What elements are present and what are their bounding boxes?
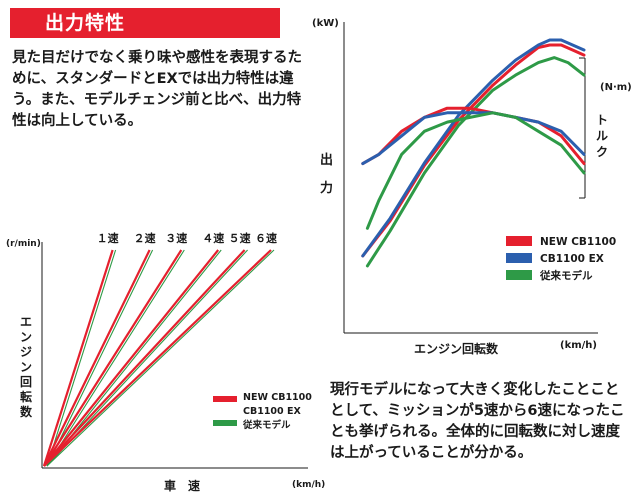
- x-unit: (km/h): [292, 480, 325, 490]
- header-bar: 出力特性: [10, 8, 280, 38]
- outro-text: 現行モデルになって大きく変化したことこととして、ミッションが5速から6速になった…: [330, 382, 625, 461]
- ylabel-right-char: ク: [596, 145, 608, 159]
- legend-swatch: [506, 270, 532, 280]
- ylabel-right-char: ト: [596, 113, 608, 127]
- legend-label: NEW CB1100: [540, 236, 616, 248]
- legend-swatch: [213, 396, 237, 402]
- ylabel-char: ジ: [20, 345, 32, 359]
- gear-label: ６速: [255, 231, 277, 245]
- legend-swatch: [506, 236, 532, 246]
- intro-text: 見た目だけでなく乗り味や感性を表現するために、スタンダードとEXでは出力特性は違…: [12, 50, 302, 129]
- y-unit-left: (kW): [312, 18, 339, 29]
- series-power-line: [365, 56, 586, 268]
- series-torque-line: [361, 111, 586, 166]
- gear-line-3-new: [43, 249, 183, 467]
- legend-label: CB1100 EX: [540, 253, 604, 265]
- ylabel-char: ン: [20, 330, 32, 344]
- ylabel-char: エ: [20, 315, 32, 329]
- ylabel-char: 回: [20, 375, 32, 389]
- legend-swatch: [506, 253, 532, 263]
- ylabel-left-2: 力: [320, 180, 333, 196]
- gear-line-4-new: [43, 249, 220, 467]
- gear-label: ５速: [229, 231, 251, 245]
- gear-line-2-old: [46, 249, 154, 467]
- y-unit-right: (N·m): [600, 82, 632, 93]
- ylabel-right-char: ル: [596, 129, 608, 143]
- gear-label: １速: [97, 231, 119, 245]
- series-torque-line: [365, 111, 586, 230]
- gear-line-1-old: [46, 249, 117, 467]
- ylabel-char: 転: [20, 389, 32, 404]
- x-unit: (km/h): [560, 340, 597, 351]
- ylabel-char: ン: [20, 360, 32, 374]
- ylabel-char: 数: [20, 404, 33, 419]
- series-power-line: [361, 38, 586, 258]
- gear-label: ２速: [134, 231, 156, 245]
- xlabel: エンジン回転数: [414, 341, 499, 356]
- gear-line-3-old: [46, 249, 185, 467]
- gear-label: ３速: [165, 231, 187, 245]
- gear-line-6-old: [46, 249, 275, 467]
- legend-label: CB1100 EX: [243, 406, 301, 417]
- legend-label: NEW CB1100: [243, 392, 312, 403]
- xlabel: 車 速: [164, 478, 200, 493]
- gear-label: ４速: [202, 231, 224, 245]
- header-title: 出力特性: [44, 12, 125, 34]
- legend-swatch: [213, 420, 237, 426]
- gear-line-5-new: [43, 249, 246, 467]
- gear-line-1-new: [42, 249, 114, 467]
- legend-label: 従来モデル: [242, 419, 291, 431]
- ylabel-left-1: 出: [320, 152, 333, 168]
- legend-label: 従来モデル: [539, 269, 593, 282]
- y-unit: (r/min): [6, 239, 41, 249]
- gear-line-2-new: [43, 249, 151, 467]
- gear-line-6-new: [43, 249, 272, 467]
